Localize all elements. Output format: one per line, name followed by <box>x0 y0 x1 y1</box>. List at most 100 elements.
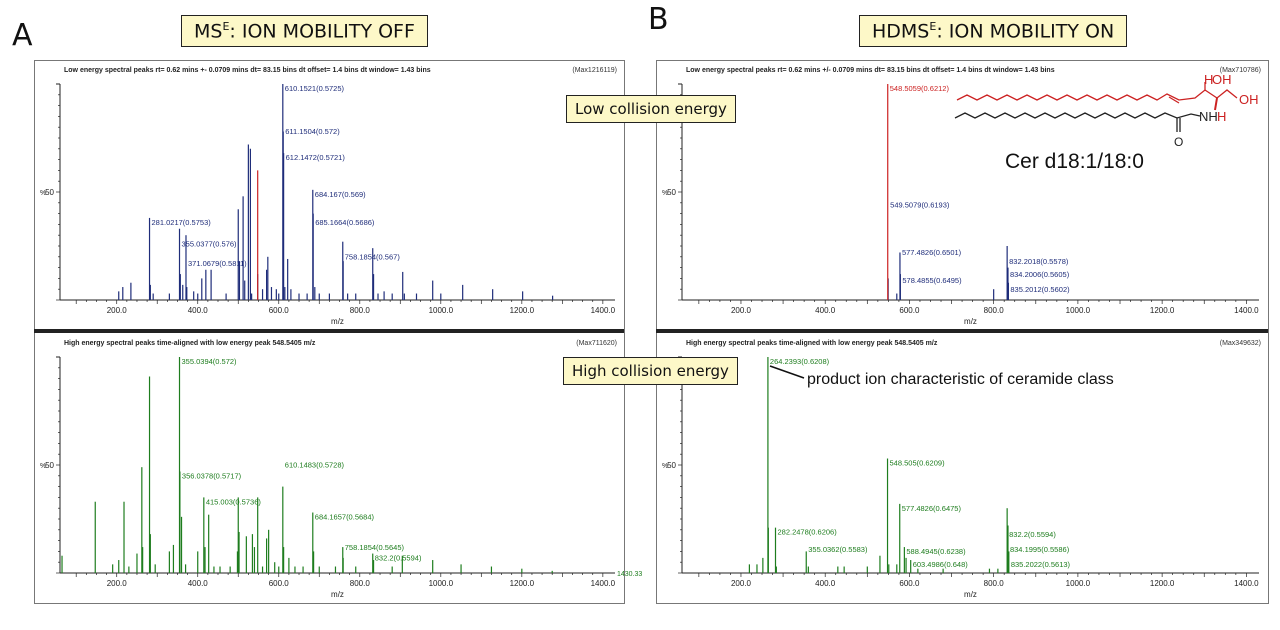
chart-title: Low energy spectral peaks rt= 0.62 mins … <box>686 67 1055 74</box>
x-tick-label: 800.0 <box>984 306 1005 315</box>
x-tick-label: 1200.0 <box>510 306 535 315</box>
x-tick-label: 1000.0 <box>1066 579 1091 588</box>
x-tick-label: 800.0 <box>350 306 371 315</box>
peak-label: 758.1854(0.5645) <box>345 543 405 552</box>
mol-oh1-label: OH <box>1212 72 1232 87</box>
product-ion-annotation: product ion characteristic of ceramide c… <box>807 371 1114 388</box>
spectrum-a-low: Low energy spectral peaks rt= 0.62 mins … <box>40 67 617 326</box>
y-tick-label: 50 <box>45 188 54 197</box>
x-tick-label: 400.0 <box>815 579 836 588</box>
peak-label: 832.2018(0.5578) <box>1009 257 1069 266</box>
x-tick-label: 600.0 <box>899 306 920 315</box>
x-axis-label: m/z <box>964 590 977 599</box>
x-tick-label: 1200.0 <box>1150 306 1175 315</box>
panel-letter-b: B <box>648 2 669 37</box>
peak-label: 610.1521(0.5725) <box>285 84 345 93</box>
x-tick-label: 600.0 <box>269 579 290 588</box>
peak-label: 685.1664(0.5686) <box>315 218 375 227</box>
x-tick-label: 200.0 <box>107 306 128 315</box>
panel-b-title: HDMSE: ION MOBILITY ON <box>859 15 1128 48</box>
peak-label: 371.0679(0.5811) <box>188 259 247 268</box>
x-tick-label: 400.0 <box>188 306 209 315</box>
peak-label: 355.0362(0.5583) <box>808 545 868 554</box>
y-axis-label: % <box>662 190 668 197</box>
mol-nh-label: NH <box>1199 109 1218 124</box>
chart-max-label: (Max710786) <box>1220 67 1261 74</box>
mol-o-label: O <box>1174 135 1183 149</box>
panel-letter-a: A <box>12 18 33 53</box>
chart-max-label: (Max349632) <box>1220 340 1261 347</box>
chart-title: Low energy spectral peaks rt= 0.62 mins … <box>64 67 431 74</box>
x-tick-label: 200.0 <box>731 306 752 315</box>
panel-a-divider <box>34 329 624 333</box>
x-tick-label: 600.0 <box>899 579 920 588</box>
peak-label: 548.5059(0.6212) <box>890 84 950 93</box>
x-tick-label: 800.0 <box>350 579 371 588</box>
mol-h2-label: H <box>1217 109 1226 124</box>
x-tick-label: 1400.0 <box>591 306 616 315</box>
peak-label: 684.1657(0.5684) <box>315 513 375 522</box>
panel-b-title-rest: : ION MOBILITY ON <box>936 20 1115 43</box>
y-axis-label: % <box>40 463 46 470</box>
chart-title: High energy spectral peaks time-aligned … <box>686 340 938 347</box>
peak-label: 611.1504(0.572) <box>285 127 340 136</box>
y-tick-label: 50 <box>667 188 676 197</box>
x-tick-label: 200.0 <box>107 579 128 588</box>
peak-label: 832.2(0.5594) <box>375 554 422 563</box>
x-axis-label: m/z <box>331 590 344 599</box>
x-tick-label: 1000.0 <box>429 579 454 588</box>
x-tick-label: 400.0 <box>815 306 836 315</box>
x-axis-label: m/z <box>331 317 344 326</box>
panel-b-title-sup: E <box>929 20 937 33</box>
mol-h-label: H <box>1204 72 1213 87</box>
annotation-pointer-line <box>769 365 805 379</box>
peak-label: 578.4855(0.6495) <box>902 276 962 285</box>
peak-label: 758.1854(0.567) <box>345 252 401 261</box>
y-axis-label: % <box>662 463 668 470</box>
x-axis-label: m/z <box>964 317 977 326</box>
x-tick-label: 1400.0 <box>1234 579 1259 588</box>
peak-label: 834.2006(0.5605) <box>1010 270 1070 279</box>
chart-title: High energy spectral peaks time-aligned … <box>64 340 316 347</box>
high-collision-energy-callout: High collision energy <box>563 357 738 385</box>
peak-label: 577.4826(0.6475) <box>902 504 962 513</box>
spectrum-b-high: High energy spectral peaks time-aligned … <box>662 340 1261 599</box>
spectrum-b-low: Low energy spectral peaks rt= 0.62 mins … <box>662 67 1261 326</box>
x-tick-label: 1000.0 <box>1066 306 1091 315</box>
peak-label: 612.1472(0.5721) <box>286 153 346 162</box>
peak-label: 577.4826(0.6501) <box>902 248 962 257</box>
peak-label: 548.505(0.6209) <box>890 459 946 468</box>
x-tick-label: 1000.0 <box>429 306 454 315</box>
low-collision-energy-callout: Low collision energy <box>566 95 736 123</box>
peak-label: 832.2(0.5594) <box>1009 530 1056 539</box>
x-tick-label: 600.0 <box>269 306 290 315</box>
peak-label: 355.0377(0.576) <box>182 240 238 249</box>
peak-label: 264.2393(0.6208) <box>770 357 830 366</box>
x-tick-label: 800.0 <box>984 579 1005 588</box>
panel-a-title: MSE: ION MOBILITY OFF <box>181 15 428 48</box>
x-tick-label: 1200.0 <box>510 579 535 588</box>
molecule-name: Cer d18:1/18:0 <box>1005 150 1144 173</box>
x-tick-label: 400.0 <box>188 579 209 588</box>
spectrum-a-high: High energy spectral peaks time-aligned … <box>40 340 642 599</box>
x-max-label: 1430.33 <box>617 571 642 578</box>
y-tick-label: 50 <box>667 461 676 470</box>
chart-max-label: (Max1216119) <box>572 67 617 74</box>
peak-label: 603.4986(0.648) <box>913 560 969 569</box>
panel-b-title-main: HDMS <box>872 20 930 43</box>
peak-label: 355.0394(0.572) <box>182 357 238 366</box>
peak-label: 281.0217(0.5753) <box>152 218 212 227</box>
panel-b-divider <box>656 329 1268 333</box>
mol-oh2-label: OH <box>1239 92 1259 107</box>
chart-max-label: (Max711620) <box>576 340 617 347</box>
y-tick-label: 50 <box>45 461 54 470</box>
peak-label: 415.003(0.5736) <box>206 497 262 506</box>
peak-label: 549.5079(0.6193) <box>890 201 950 210</box>
peak-label: 610.1483(0.5728) <box>285 461 345 470</box>
x-tick-label: 1400.0 <box>591 579 616 588</box>
peak-label: 835.2022(0.5613) <box>1011 560 1071 569</box>
peak-label: 834.1995(0.5586) <box>1010 545 1070 554</box>
panel-a-title-rest: : ION MOBILITY OFF <box>229 20 415 43</box>
panel-a-title-main: MS <box>194 20 223 43</box>
x-tick-label: 1200.0 <box>1150 579 1175 588</box>
